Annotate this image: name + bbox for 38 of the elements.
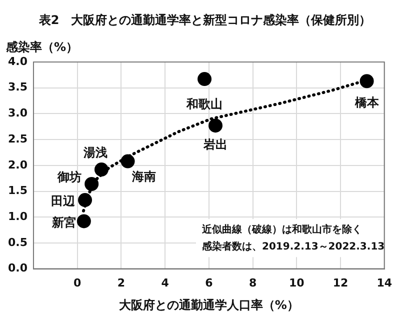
x-tick-label: 2	[117, 276, 126, 290]
y-tick-label: 2.5	[8, 132, 28, 146]
x-tick-label: 12	[332, 276, 348, 290]
point	[78, 193, 92, 208]
y-tick-label: 3.5	[8, 80, 28, 94]
point	[120, 154, 135, 168]
annotation: 近似曲線（破線）は和歌山市を除く	[201, 224, 362, 236]
y-axis-title: 感染率（%）	[5, 40, 78, 54]
y-tick-label: 2.0	[8, 158, 28, 172]
annotation: 海南	[130, 169, 156, 184]
annotation: 新宮	[50, 215, 76, 230]
x-tick-label: 6	[205, 276, 214, 290]
point	[84, 177, 99, 192]
y-tick-label: 4.0	[8, 54, 28, 68]
annotation: 湯浅	[82, 146, 108, 160]
annotation: 御坊	[56, 170, 82, 184]
y-tick-label: 1.5	[8, 184, 28, 198]
x-tick-label: 10	[288, 276, 305, 290]
point	[198, 72, 212, 86]
x-tick-label: 4	[161, 276, 170, 290]
chart-title: 表2 大阪府との通勤通学率と新型コロナ感染率（保健所別）	[38, 13, 372, 28]
y-tick-label: 1.0	[8, 210, 28, 223]
y-tick-label: 0.0	[8, 262, 28, 275]
y-tick-label: 0.5	[8, 236, 28, 249]
annotation: 感染者数は、2019.2.13～2022.3.13	[201, 240, 385, 253]
point	[360, 74, 374, 88]
point	[76, 214, 91, 228]
x-tick-label: 8	[248, 276, 257, 290]
annotation: 岩出	[202, 138, 228, 152]
annotation: 田辺	[51, 194, 76, 208]
point	[208, 118, 222, 133]
y-tick-label: 3.0	[8, 106, 28, 120]
annotation: 橋本	[354, 95, 380, 110]
x-axis-title: 大阪府との通勤通学人口率（%）	[118, 298, 299, 312]
annotation: 和歌山	[186, 97, 223, 112]
x-tick-label: 14	[376, 276, 392, 290]
x-tick-label: 0	[74, 276, 82, 290]
point	[94, 162, 108, 177]
